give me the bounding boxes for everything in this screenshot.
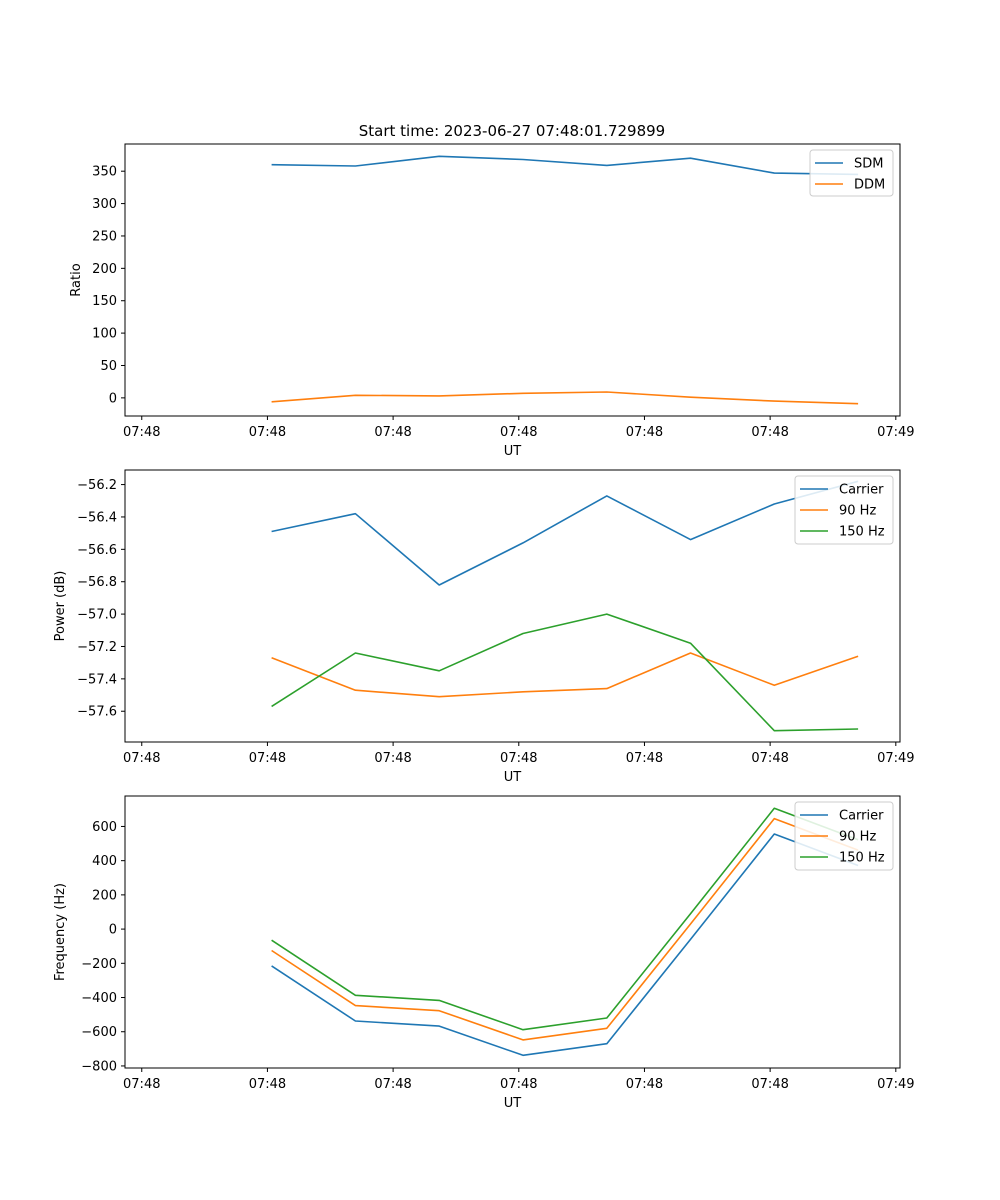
x-tick-label: 07:48 — [123, 1077, 160, 1092]
x-tick-label: 07:48 — [626, 751, 663, 766]
x-tick-label: 07:48 — [374, 751, 411, 766]
x-axis-label: UT — [504, 1096, 522, 1111]
x-axis-label: UT — [504, 444, 522, 459]
figure-title: Start time: 2023-06-27 07:48:01.729899 — [359, 122, 665, 140]
x-tick-label: 07:48 — [374, 1077, 411, 1092]
y-tick-label: −56.4 — [77, 510, 117, 525]
y-tick-label: 400 — [92, 854, 117, 869]
y-tick-label: 0 — [109, 923, 117, 938]
legend-label: SDM — [854, 157, 883, 172]
x-tick-label: 07:48 — [626, 1077, 663, 1092]
x-tick-label: 07:48 — [751, 751, 788, 766]
axes-frame — [124, 795, 901, 1069]
y-tick-label: −600 — [81, 1025, 117, 1040]
y-tick-label: 200 — [92, 262, 117, 277]
legend-label: 90 Hz — [839, 830, 876, 845]
y-tick-label: −57.2 — [77, 640, 117, 655]
axes-frame — [124, 143, 901, 417]
chart-panel-1: 07:48 07:48 07:48 07:48 07:48 07:48 07:49 0 50 10… — [69, 143, 915, 459]
legend-label: 150 Hz — [839, 525, 885, 540]
legend: Carrier 90 Hz 150 Hz — [794, 475, 894, 545]
legend: Carrier 90 Hz 150 Hz — [794, 801, 894, 871]
y-axis-label: Power (dB) — [53, 571, 68, 642]
legend-label: Carrier — [839, 809, 884, 824]
chart-panel-3: 07:48 07:48 07:48 07:48 07:48 07:48 07:49 −800 −… — [53, 795, 915, 1111]
x-tick-label: 07:48 — [500, 1077, 537, 1092]
y-tick-label: 600 — [92, 820, 117, 835]
x-tick-label: 07:48 — [751, 425, 788, 440]
y-tick-label: −200 — [81, 957, 117, 972]
x-tick-label: 07:48 — [249, 751, 286, 766]
y-tick-label: 0 — [109, 391, 117, 406]
y-tick-label: −56.2 — [77, 478, 117, 493]
legend-label: Carrier — [839, 483, 884, 498]
chart-panels: 07:48 07:48 07:48 07:48 07:48 07:48 07:49 0 50 10… — [53, 143, 915, 1111]
series-line-sdm — [271, 155, 859, 176]
x-tick-label: 07:49 — [877, 751, 914, 766]
y-tick-label: 350 — [92, 165, 117, 180]
x-axis-label: UT — [504, 770, 522, 785]
x-tick-label: 07:48 — [500, 751, 537, 766]
y-tick-label: −57.0 — [77, 608, 117, 623]
x-tick-label: 07:48 — [249, 1077, 286, 1092]
y-axis-label: Ratio — [69, 263, 84, 296]
legend-box — [794, 475, 894, 545]
x-tick-label: 07:48 — [751, 1077, 788, 1092]
y-axis-label: Frequency (Hz) — [53, 883, 68, 981]
y-tick-label: 50 — [100, 359, 117, 374]
y-tick-label: 100 — [92, 327, 117, 342]
y-tick-label: −800 — [81, 1059, 117, 1074]
series-line-carrier — [271, 480, 859, 586]
x-tick-label: 07:48 — [249, 425, 286, 440]
chart-panel-2: 07:48 07:48 07:48 07:48 07:48 07:48 07:49 −57.6… — [53, 469, 915, 785]
series-line-150-hz — [271, 613, 859, 732]
legend-label: 150 Hz — [839, 851, 885, 866]
y-tick-label: −56.8 — [77, 575, 117, 590]
y-tick-label: −57.6 — [77, 705, 117, 720]
legend: SDM DDM — [809, 149, 894, 197]
y-tick-label: −400 — [81, 991, 117, 1006]
y-tick-label: −57.4 — [77, 672, 117, 687]
axes-frame — [124, 469, 901, 743]
x-tick-label: 07:48 — [374, 425, 411, 440]
series-line-90-hz — [271, 652, 859, 698]
series-line-150-hz — [271, 807, 859, 1031]
y-tick-label: 250 — [92, 229, 117, 244]
y-tick-label: 150 — [92, 294, 117, 309]
x-tick-label: 07:49 — [877, 1077, 914, 1092]
series-line-ddm — [271, 391, 859, 405]
series-line-90-hz — [271, 817, 859, 1041]
series-line-carrier — [271, 833, 859, 1057]
x-tick-label: 07:48 — [626, 425, 663, 440]
x-tick-label: 07:49 — [877, 425, 914, 440]
x-tick-label: 07:48 — [500, 425, 537, 440]
legend-label: 90 Hz — [839, 504, 876, 519]
legend-label: DDM — [854, 178, 885, 193]
y-tick-label: 200 — [92, 888, 117, 903]
x-tick-label: 07:48 — [123, 751, 160, 766]
x-tick-label: 07:48 — [123, 425, 160, 440]
legend-box — [794, 801, 894, 871]
y-tick-label: −56.6 — [77, 543, 117, 558]
y-tick-label: 300 — [92, 197, 117, 212]
